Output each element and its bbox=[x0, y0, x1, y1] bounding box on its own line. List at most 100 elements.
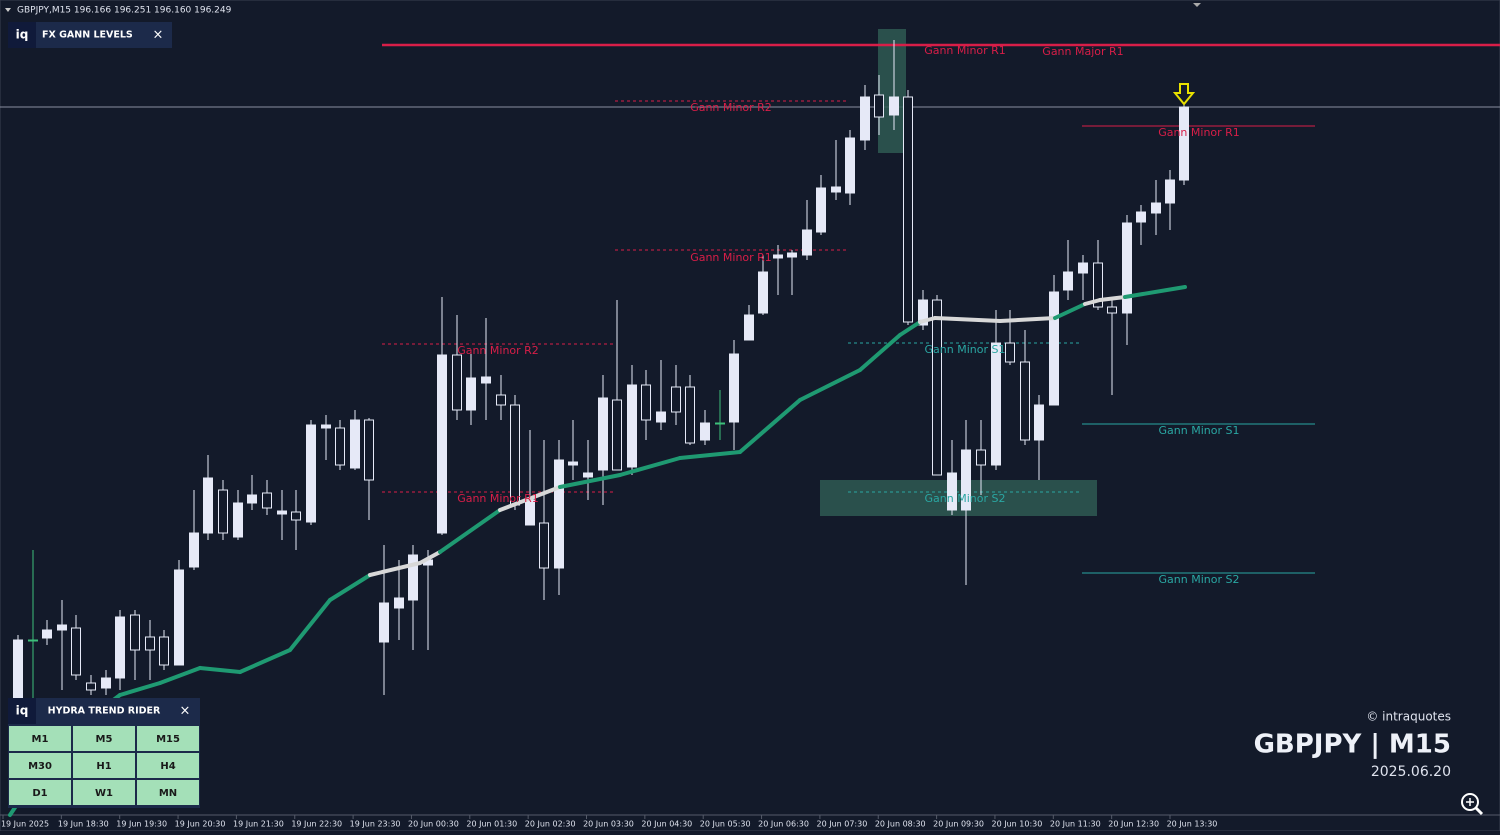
candle-body bbox=[1020, 361, 1030, 441]
timeframe-button[interactable] bbox=[73, 780, 135, 805]
timeframe-button[interactable] bbox=[9, 726, 71, 751]
candle-body bbox=[816, 187, 826, 233]
time-label: 20 Jun 08:30 bbox=[875, 820, 926, 829]
candle-body bbox=[918, 299, 928, 326]
time-label: 19 Jun 21:30 bbox=[233, 820, 284, 829]
zone bbox=[820, 480, 1097, 516]
time-label: 20 Jun 02:30 bbox=[525, 820, 576, 829]
timeframe-label[interactable]: H4 bbox=[160, 761, 175, 772]
trend-line bbox=[158, 666, 202, 685]
candle-body bbox=[115, 616, 125, 679]
trend-line bbox=[328, 573, 372, 602]
candle-body bbox=[729, 353, 739, 423]
timeframe-label[interactable]: W1 bbox=[95, 788, 113, 799]
panel-title: HYDRA TREND RIDER bbox=[48, 706, 161, 717]
close-button[interactable]: × bbox=[180, 704, 191, 719]
candle-body bbox=[903, 96, 913, 323]
candle-body bbox=[568, 461, 578, 466]
time-label: 19 Jun 22:30 bbox=[291, 820, 342, 829]
candle-body bbox=[247, 494, 257, 504]
zone bbox=[878, 29, 906, 153]
candle-body bbox=[452, 354, 462, 411]
candle-body bbox=[233, 502, 243, 538]
candle-body bbox=[744, 314, 754, 341]
candle-body bbox=[1063, 271, 1073, 291]
level-label: Gann Minor R1 bbox=[690, 251, 772, 264]
time-label: 20 Jun 10:30 bbox=[992, 820, 1043, 829]
candle-body bbox=[291, 511, 301, 521]
timeframe-button[interactable] bbox=[137, 753, 199, 778]
timeframe-label[interactable]: H1 bbox=[96, 761, 111, 772]
zoom-icon[interactable] bbox=[1461, 793, 1484, 816]
candle-body bbox=[656, 411, 666, 423]
logo-box bbox=[8, 22, 36, 48]
level-label: Gann Minor S2 bbox=[1159, 573, 1240, 586]
candle-body bbox=[700, 422, 710, 441]
candle-body bbox=[932, 299, 942, 476]
candle-body bbox=[976, 449, 986, 466]
candle-body bbox=[496, 394, 506, 406]
timeframe-label[interactable]: M15 bbox=[156, 734, 180, 745]
trend-line bbox=[998, 316, 1057, 323]
timeframe-label[interactable]: D1 bbox=[32, 788, 47, 799]
candle-body bbox=[671, 386, 681, 413]
candle-body bbox=[1136, 211, 1146, 223]
trend-line bbox=[438, 508, 502, 554]
time-label: 20 Jun 11:30 bbox=[1050, 820, 1101, 829]
time-label: 20 Jun 12:30 bbox=[1108, 820, 1159, 829]
trend-line bbox=[288, 598, 332, 652]
timeframe-button[interactable] bbox=[73, 726, 135, 751]
timeframe-button[interactable] bbox=[137, 780, 199, 805]
level-label: Gann Minor R1 bbox=[1158, 126, 1240, 139]
level-label: Gann Minor R1 bbox=[457, 492, 539, 505]
scroll-marker bbox=[1193, 3, 1201, 7]
trend-line bbox=[418, 550, 442, 565]
timeframe-label[interactable]: MN bbox=[159, 788, 177, 799]
candle-body bbox=[874, 94, 884, 118]
timeframe-label[interactable]: M5 bbox=[96, 734, 113, 745]
trend-line bbox=[858, 333, 902, 372]
menu-arrow[interactable] bbox=[5, 8, 11, 12]
trend-line bbox=[1053, 302, 1087, 320]
timeframe-button[interactable] bbox=[9, 780, 71, 805]
candle-body bbox=[321, 424, 331, 429]
timeframe-label[interactable]: M30 bbox=[28, 761, 52, 772]
time-label: 19 Jun 2025 bbox=[1, 820, 49, 829]
candle-body bbox=[203, 477, 213, 534]
level-label: Gann Minor R2 bbox=[690, 101, 772, 114]
timeframe-button[interactable] bbox=[9, 753, 71, 778]
candle-body bbox=[685, 386, 695, 444]
trend-line bbox=[738, 398, 802, 454]
close-button[interactable]: × bbox=[153, 28, 164, 43]
trend-line bbox=[898, 320, 922, 337]
timeframe-button[interactable] bbox=[137, 726, 199, 751]
time-label: 20 Jun 06:30 bbox=[758, 820, 809, 829]
symbol-header: GBPJPY,M15 196.166 196.251 196.160 196.2… bbox=[17, 6, 232, 16]
level-label: Gann Minor R1 bbox=[924, 44, 1006, 57]
candle-body bbox=[101, 677, 111, 689]
trend-line bbox=[918, 316, 937, 324]
candle-body bbox=[145, 636, 155, 651]
level-label: Gann Minor R2 bbox=[457, 344, 539, 357]
trend-line bbox=[618, 456, 682, 477]
symbol-watermark: GBPJPY | M15 bbox=[1254, 730, 1451, 760]
candle-body bbox=[1049, 291, 1059, 406]
trend-line bbox=[368, 561, 422, 577]
logo-box bbox=[8, 698, 36, 724]
candle-body bbox=[627, 384, 637, 468]
timeframe-button[interactable] bbox=[73, 753, 135, 778]
timeframe-label[interactable]: M1 bbox=[32, 734, 49, 745]
level-label: Gann Minor S2 bbox=[925, 492, 1006, 505]
candle-body bbox=[1107, 306, 1117, 314]
time-label: 20 Jun 09:30 bbox=[933, 820, 984, 829]
candle-body bbox=[277, 510, 287, 515]
candle-body bbox=[364, 419, 374, 481]
time-label: 20 Jun 05:30 bbox=[700, 820, 751, 829]
candle-body bbox=[394, 597, 404, 609]
trend-line bbox=[198, 666, 242, 674]
candle-body bbox=[802, 229, 812, 256]
candle-body bbox=[408, 554, 418, 601]
logo: iq bbox=[16, 28, 29, 42]
